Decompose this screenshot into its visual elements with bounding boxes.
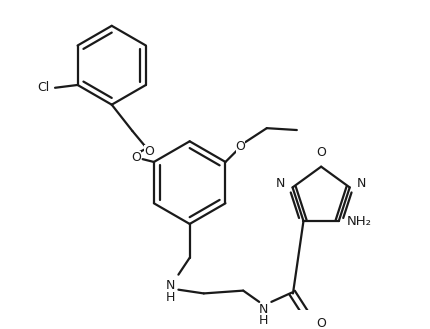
Text: N: N [356, 177, 366, 190]
Text: O: O [235, 140, 245, 153]
Text: Cl: Cl [37, 81, 49, 94]
Text: N: N [166, 279, 175, 292]
Text: O: O [316, 317, 326, 329]
Text: O: O [316, 146, 326, 159]
Text: H: H [258, 314, 268, 327]
Text: NH₂: NH₂ [346, 215, 371, 228]
Text: N: N [258, 303, 268, 316]
Text: O: O [131, 151, 141, 164]
Text: N: N [275, 177, 284, 190]
Text: H: H [166, 291, 175, 304]
Text: O: O [144, 145, 154, 158]
